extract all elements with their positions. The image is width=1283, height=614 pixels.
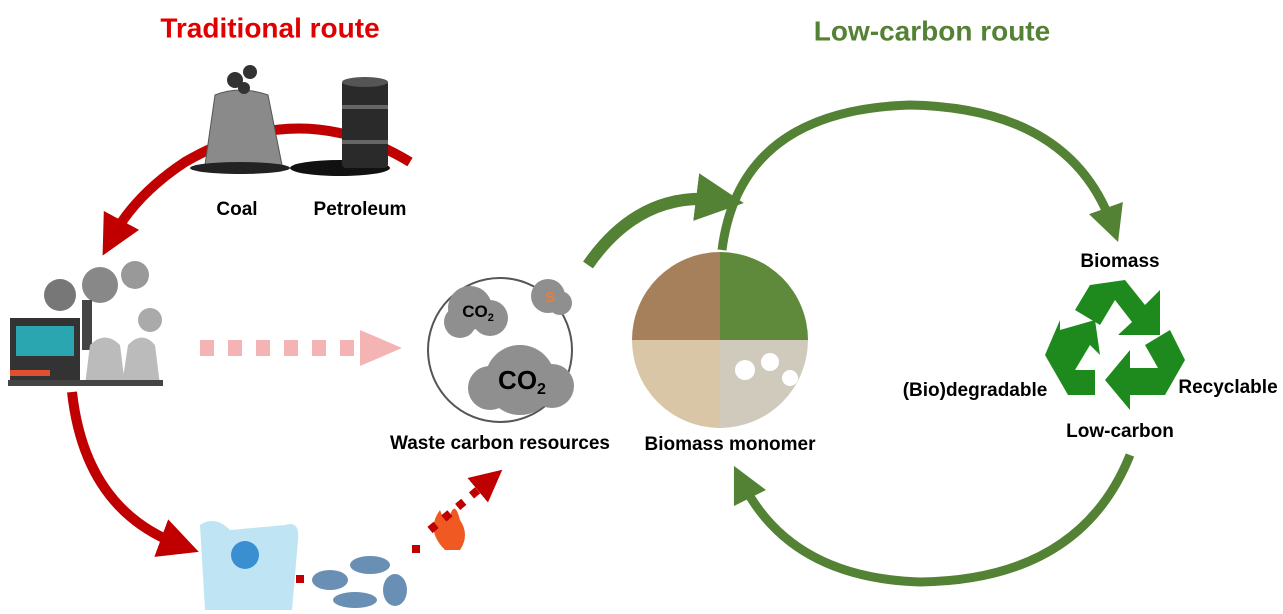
gas-text: CO — [462, 302, 488, 321]
plastic-waste — [200, 509, 465, 610]
source-label: Coal — [216, 199, 257, 220]
biomass-monomer-label: Biomass monomer — [644, 434, 816, 455]
gas-text: CO — [498, 365, 537, 395]
source-label: Petroleum — [314, 199, 407, 220]
title-traditional: Traditional route — [160, 12, 379, 43]
page: Traditional route Low-carbon route Coal … — [0, 0, 1283, 614]
green-arc-bottom — [742, 455, 1130, 582]
biomass-image — [632, 252, 808, 428]
recycle-symbol — [1045, 280, 1185, 410]
coal-icon — [190, 65, 290, 174]
cycle-label: Recyclable — [1178, 377, 1277, 398]
green-arc-top — [722, 105, 1112, 250]
diagram: Traditional route Low-carbon route Coal … — [0, 0, 1283, 614]
waste-label: Waste carbon resources — [390, 433, 610, 454]
gas-sub: 2 — [488, 312, 494, 324]
cycle-label: (Bio)degradable — [903, 380, 1048, 401]
gas-sub: 2 — [537, 381, 546, 398]
dashed-arrow — [200, 330, 402, 366]
factory-icon — [8, 261, 163, 386]
red-arc-bottom — [72, 392, 180, 545]
title-low-carbon: Low-carbon route — [814, 15, 1050, 46]
cycle-label: Biomass — [1080, 251, 1159, 272]
cycle-label: Low-carbon — [1066, 421, 1174, 442]
gas-label: S — [545, 289, 555, 306]
